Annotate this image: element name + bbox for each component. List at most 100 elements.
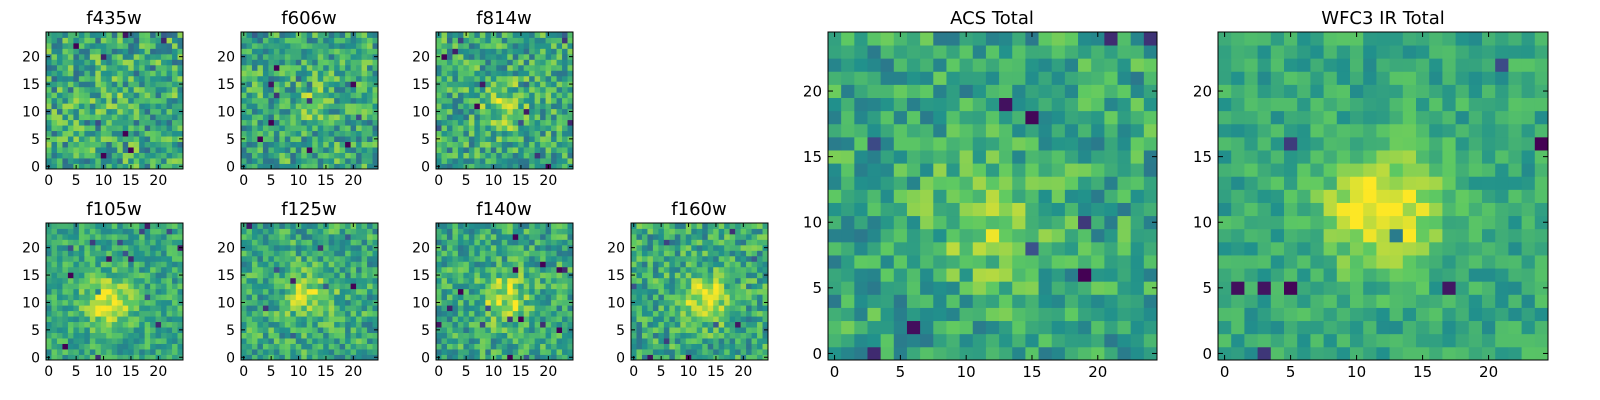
heatmap-cell [150, 294, 156, 301]
heatmap-cell [89, 64, 96, 71]
heatmap-cell [361, 92, 368, 99]
heatmap-cell [512, 32, 519, 38]
heatmap-cell [117, 92, 124, 99]
heatmap-cell [62, 283, 69, 290]
x-tick-label: 15 [707, 364, 725, 380]
heatmap-cell [144, 119, 151, 126]
heatmap-cell [959, 163, 974, 177]
heatmap-cell [441, 141, 448, 148]
heatmap-cell [73, 141, 80, 148]
heatmap-cell [334, 42, 341, 49]
heatmap-cell [262, 136, 269, 142]
heatmap-cell [529, 354, 536, 361]
heatmap-cell [457, 266, 464, 273]
heatmap-cell [507, 103, 514, 110]
heatmap-cell [268, 114, 275, 121]
heatmap-cell [251, 152, 258, 159]
heatmap-cell [372, 288, 379, 295]
heatmap-cell [501, 86, 508, 93]
heatmap-cell [328, 163, 335, 170]
heatmap-cell [241, 92, 247, 99]
heatmap-cell [893, 215, 908, 230]
heatmap-cell [128, 299, 135, 306]
heatmap-cell [854, 294, 868, 308]
heatmap-cell [78, 48, 85, 55]
heatmap-cell [534, 316, 541, 323]
y-tick-label: 0 [421, 159, 430, 175]
heatmap-cell [312, 81, 319, 88]
heatmap-cell [496, 266, 503, 273]
heatmap-cell [139, 277, 146, 284]
heatmap-cell [551, 233, 557, 240]
heatmap-cell [62, 64, 69, 71]
heatmap-cell [350, 141, 357, 148]
heatmap-cell [128, 244, 135, 251]
heatmap-cell [658, 272, 665, 279]
heatmap-cell [567, 332, 574, 339]
heatmap-cell [1078, 163, 1092, 177]
heatmap-cell [636, 255, 643, 262]
heatmap-cell [545, 92, 552, 99]
heatmap-cell [501, 163, 508, 170]
heatmap-cell [328, 294, 335, 301]
heatmap-cell [328, 147, 335, 153]
heatmap-cell [166, 70, 173, 77]
heatmap-cell [441, 343, 448, 350]
heatmap-cell [479, 42, 486, 49]
heatmap-cell [62, 223, 69, 229]
heatmap-cell [463, 266, 470, 273]
heatmap-cell [46, 233, 52, 240]
heatmap-cell [111, 81, 118, 88]
heatmap-cell [436, 228, 442, 235]
heatmap-cell [501, 130, 508, 137]
heatmap-cell [457, 277, 464, 284]
heatmap-cell [339, 97, 346, 104]
heatmap-cell [117, 136, 124, 142]
heatmap-cell [89, 42, 96, 49]
heatmap-cell [729, 277, 736, 284]
heatmap-cell [328, 321, 335, 328]
heatmap-cell [867, 294, 882, 308]
heatmap-cell [246, 332, 253, 339]
heatmap-cell [729, 223, 736, 229]
heatmap-cell [312, 299, 319, 306]
heatmap-cell [251, 125, 258, 132]
heatmap-cell [501, 343, 508, 350]
heatmap-cell [746, 272, 752, 279]
heatmap-cell [735, 277, 741, 284]
heatmap-cell [867, 189, 882, 203]
heatmap-cell [306, 81, 313, 88]
heatmap-cell [762, 343, 769, 350]
heatmap-cell [485, 255, 492, 262]
heatmap-cell [78, 64, 85, 71]
heatmap-cell [251, 266, 258, 273]
heatmap-cell [150, 338, 156, 344]
heatmap-cell [436, 250, 442, 257]
heatmap-cell [485, 147, 492, 153]
heatmap-cell [534, 147, 541, 153]
heatmap-cell [828, 333, 842, 348]
heatmap-cell [674, 305, 681, 312]
heatmap-cell [702, 343, 709, 350]
heatmap-cell [534, 70, 541, 77]
heatmap-cell [67, 108, 74, 115]
heatmap-cell [663, 332, 670, 339]
heatmap-cell [446, 283, 453, 290]
heatmap-cell [529, 233, 536, 240]
heatmap-cell [534, 48, 541, 55]
heatmap-cell [345, 37, 351, 44]
heatmap-cell [273, 163, 280, 170]
heatmap-cell [46, 125, 52, 132]
heatmap-cell [111, 86, 118, 93]
heatmap-cell [441, 119, 448, 126]
heatmap-cell [556, 108, 563, 115]
heatmap-cell [161, 108, 167, 115]
heatmap-cell [691, 239, 698, 246]
heatmap-cell [122, 239, 129, 246]
heatmap-cell [457, 332, 464, 339]
heatmap-cell [328, 250, 335, 257]
heatmap-cell [334, 97, 341, 104]
x-tick-label: 5 [72, 173, 81, 189]
heatmap-cell [880, 215, 895, 230]
heatmap-cell [854, 307, 868, 322]
